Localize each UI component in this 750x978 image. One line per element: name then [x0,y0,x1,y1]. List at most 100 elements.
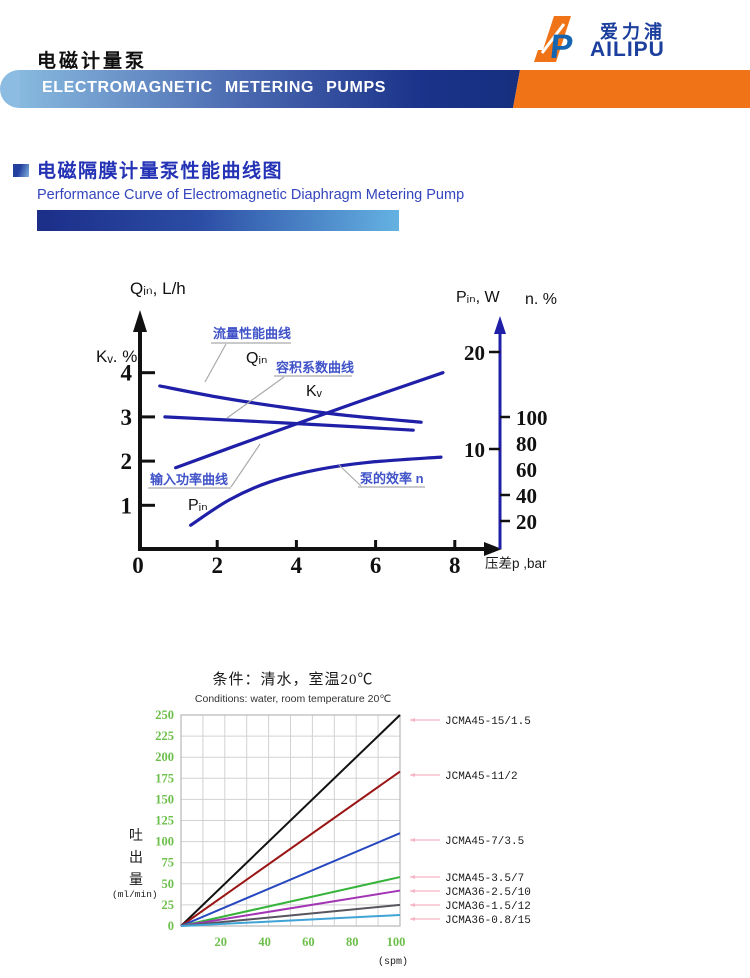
x-tick-label: 2 [211,553,223,578]
legend-leader-arrow [410,718,415,722]
legend-label-2: JCMA45-7/3.5 [445,836,524,848]
legend-leader-arrow [410,903,415,907]
legend-item-3: JCMA45-3.5/7 [410,873,524,885]
y-tick-label: 3 [121,405,133,430]
watt-tick-label: 20 [464,341,485,365]
banner-blue-band [20,70,520,108]
legend-item-4: JCMA36-2.5/10 [410,887,531,899]
section-bullet-icon [13,164,29,177]
curve-label-leader [226,376,285,419]
legend-label-3: JCMA45-3.5/7 [445,873,524,885]
curve-label-leader [204,343,227,383]
pct-tick-label: 60 [516,458,537,482]
banner-left-cap [0,70,22,108]
logo-name-en: AILIPU [590,38,665,61]
y-tick-label: 0 [168,919,174,933]
y-tick-label: 2 [121,449,133,474]
n-axis-label: n. % [525,291,557,308]
section-gradient-bar [37,210,399,231]
x-tick-label: 100 [387,935,406,949]
curve-0 [158,384,423,424]
pct-tick-label: 20 [516,510,537,534]
data-line-2 [180,832,401,927]
qin-axis-label: Qᵢₙ, L/h [130,279,186,298]
legend-label-4: JCMA36-2.5/10 [445,887,531,899]
curve-1 [163,415,415,432]
y-tick-label: 1 [121,493,133,518]
curve-label-leader [230,443,261,488]
legend-label-1: JCMA45-11/2 [445,771,518,783]
x-tick-label: 60 [302,935,315,949]
data-line-5 [180,903,401,927]
ailipu-logo-icon: P [534,16,575,66]
legend-leader-arrow [410,875,415,879]
flow-rate-chart: 0 25 50 75 100 125 150 175 200 225 250 20 40 60 80 100 (… [112,708,531,968]
logo-name-cn: 爱力浦 [600,22,666,42]
y-tick-label: 100 [155,835,174,849]
chart2-condition-title: 条件：清水，室温20℃ [212,672,374,688]
x-tick-label: 40 [258,935,271,949]
y-tick-label: 225 [155,729,174,743]
svg-text:P: P [548,28,575,66]
legend-leader-arrow [410,917,415,921]
section-subtitle: Performance Curve of Electromagnetic Dia… [37,187,465,203]
legend-item-1: JCMA45-11/2 [410,771,518,783]
x-axis-title: 压差p ,bar [485,556,547,571]
legend-leader-arrow [410,838,415,842]
data-line-0 [180,714,401,927]
curve-symbol-2: Pᵢₙ [188,497,208,514]
legend-item-0: JCMA45-15/1.5 [410,716,531,728]
y-tick-label: 200 [155,750,174,764]
x-tick-label: 20 [215,935,228,949]
y-axis-title: 吐 [129,828,143,844]
company-logo: P 爱力浦 AILIPU [534,12,734,68]
y-tick-label: 175 [155,771,174,785]
x-tick-label: 80 [346,935,359,949]
y-unit-label: (ml/min) [112,889,158,900]
x-tick-label: 0 [132,553,144,578]
y-axis-title: 量 [129,872,143,888]
data-line-3 [180,876,401,927]
y-tick-label: 4 [121,361,133,386]
legend-leader-arrow [410,889,415,893]
watt-tick-label: 10 [464,438,485,462]
legend-label-6: JCMA36-0.8/15 [445,915,531,927]
y-tick-label: 50 [162,877,175,891]
pct-tick-label: 100 [516,406,548,430]
pct-tick-label: 40 [516,484,537,508]
curve-label-0: 流量性能曲线 [213,326,291,341]
curve-label-leader [338,464,362,487]
curve-label-2: 输入功率曲线 [150,472,228,487]
x-tick-label: 8 [449,553,461,578]
legend-item-2: JCMA45-7/3.5 [410,836,524,848]
y-tick-label: 150 [155,792,174,806]
right-axis-arrow [494,316,506,334]
banner-orange-band [513,70,750,108]
x-tick-label: 6 [370,553,382,578]
legend-label-5: JCMA36-1.5/12 [445,901,531,913]
banner-title: ELECTROMAGNETIC METERING PUMPS [42,79,387,96]
y-tick-label: 250 [155,708,174,722]
curve-symbol-1: Kᵥ [306,383,323,400]
legend-label-0: JCMA45-15/1.5 [445,716,531,728]
data-line-6 [180,914,401,927]
data-line-1 [180,770,401,927]
curve-label-3: 泵的效率 n [360,471,424,486]
x-tick-label: 4 [291,553,303,578]
y-axis-title: 出 [129,850,143,866]
curve-label-1: 容积系数曲线 [275,360,354,375]
pin-axis-label: Pᵢₙ, W [456,289,500,306]
page-title: 电磁计量泵 [37,51,148,72]
section-title: 电磁隔膜计量泵性能曲线图 [37,161,284,182]
legend-item-6: JCMA36-0.8/15 [410,915,531,927]
curve-3 [189,455,443,527]
curve-2 [174,371,445,470]
y-tick-label: 25 [162,898,175,912]
x-axis-arrow [484,542,502,556]
y-tick-label: 75 [162,856,175,870]
legend-leader-arrow [410,773,415,777]
kv-axis-label: Kᵥ. % [96,347,137,366]
y-axis-arrow [133,310,147,332]
